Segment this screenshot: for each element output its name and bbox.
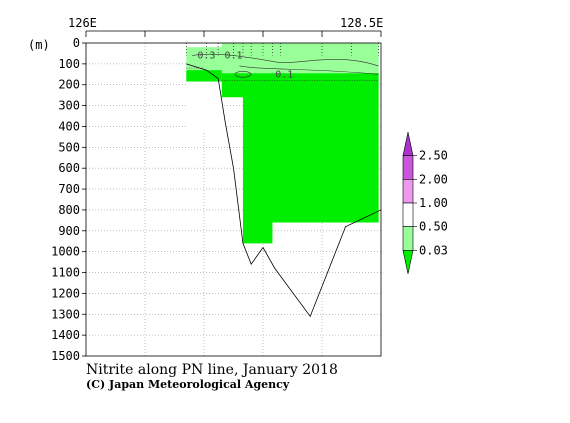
legend-swatch xyxy=(402,250,414,275)
x-right-label: 128.5E xyxy=(340,16,383,30)
y-tick-label: 800 xyxy=(58,203,80,217)
region-deep-water xyxy=(221,73,379,244)
y-tick-label: 500 xyxy=(58,140,80,154)
y-tick-label: 100 xyxy=(58,57,80,71)
y-tick-label: 200 xyxy=(58,78,80,92)
y-tick-label: 400 xyxy=(58,119,80,133)
plot-frame xyxy=(85,42,382,357)
y-tick-label: 1200 xyxy=(51,286,80,300)
y-tick-label: 600 xyxy=(58,161,80,175)
y-axis: 0 100 200 300 400 500 600 700 800 900 1000 1100 1200… xyxy=(51,36,86,363)
y-tick-label: 0 xyxy=(73,36,80,50)
contour-line xyxy=(239,65,379,75)
seafloor-mask xyxy=(186,81,228,131)
y-tick-label: 1100 xyxy=(51,266,80,280)
legend-label: 2.00 xyxy=(419,172,448,186)
chart-title: Nitrite along PN line, January 2018 xyxy=(86,362,338,378)
y-tick-label: 1300 xyxy=(51,307,80,321)
legend-label: 2.50 xyxy=(419,149,448,163)
region-shelf-gap xyxy=(186,43,222,48)
y-unit-label: (m) xyxy=(28,38,50,52)
contour-line xyxy=(192,53,379,67)
contour-label: 0.1 xyxy=(275,69,293,80)
contour-label: 0.1 xyxy=(224,51,242,62)
y-tick-label: 1500 xyxy=(51,349,80,363)
region-shelf-dark xyxy=(186,70,222,82)
region-upper-light xyxy=(247,43,379,74)
legend-label: 0.50 xyxy=(419,220,448,234)
legend-swatch xyxy=(402,179,414,204)
plot-area: 0.3 0.1 0.1 xyxy=(85,42,382,357)
seafloor-line xyxy=(186,63,382,318)
legend-swatch xyxy=(402,131,414,156)
legend-swatch xyxy=(402,155,414,180)
y-tick-label: 700 xyxy=(58,182,80,196)
y-tick-label: 300 xyxy=(58,99,80,113)
legend-label: 0.03 xyxy=(419,243,448,257)
contour-label: 0.3 xyxy=(197,51,215,62)
y-tick-label: 900 xyxy=(58,224,80,238)
contour-loop xyxy=(234,71,252,78)
legend: 2.50 2.00 1.00 0.50 0.03 xyxy=(402,131,448,275)
legend-label: 1.00 xyxy=(419,196,448,210)
y-tick-label: 1400 xyxy=(51,328,80,342)
x-axis xyxy=(85,30,382,37)
legend-swatch xyxy=(402,226,414,251)
legend-swatch xyxy=(402,202,414,227)
x-left-label: 126E xyxy=(68,16,97,30)
chart-credit: (C) Japan Meteorological Agency xyxy=(86,378,290,391)
y-tick-label: 1000 xyxy=(51,245,80,259)
